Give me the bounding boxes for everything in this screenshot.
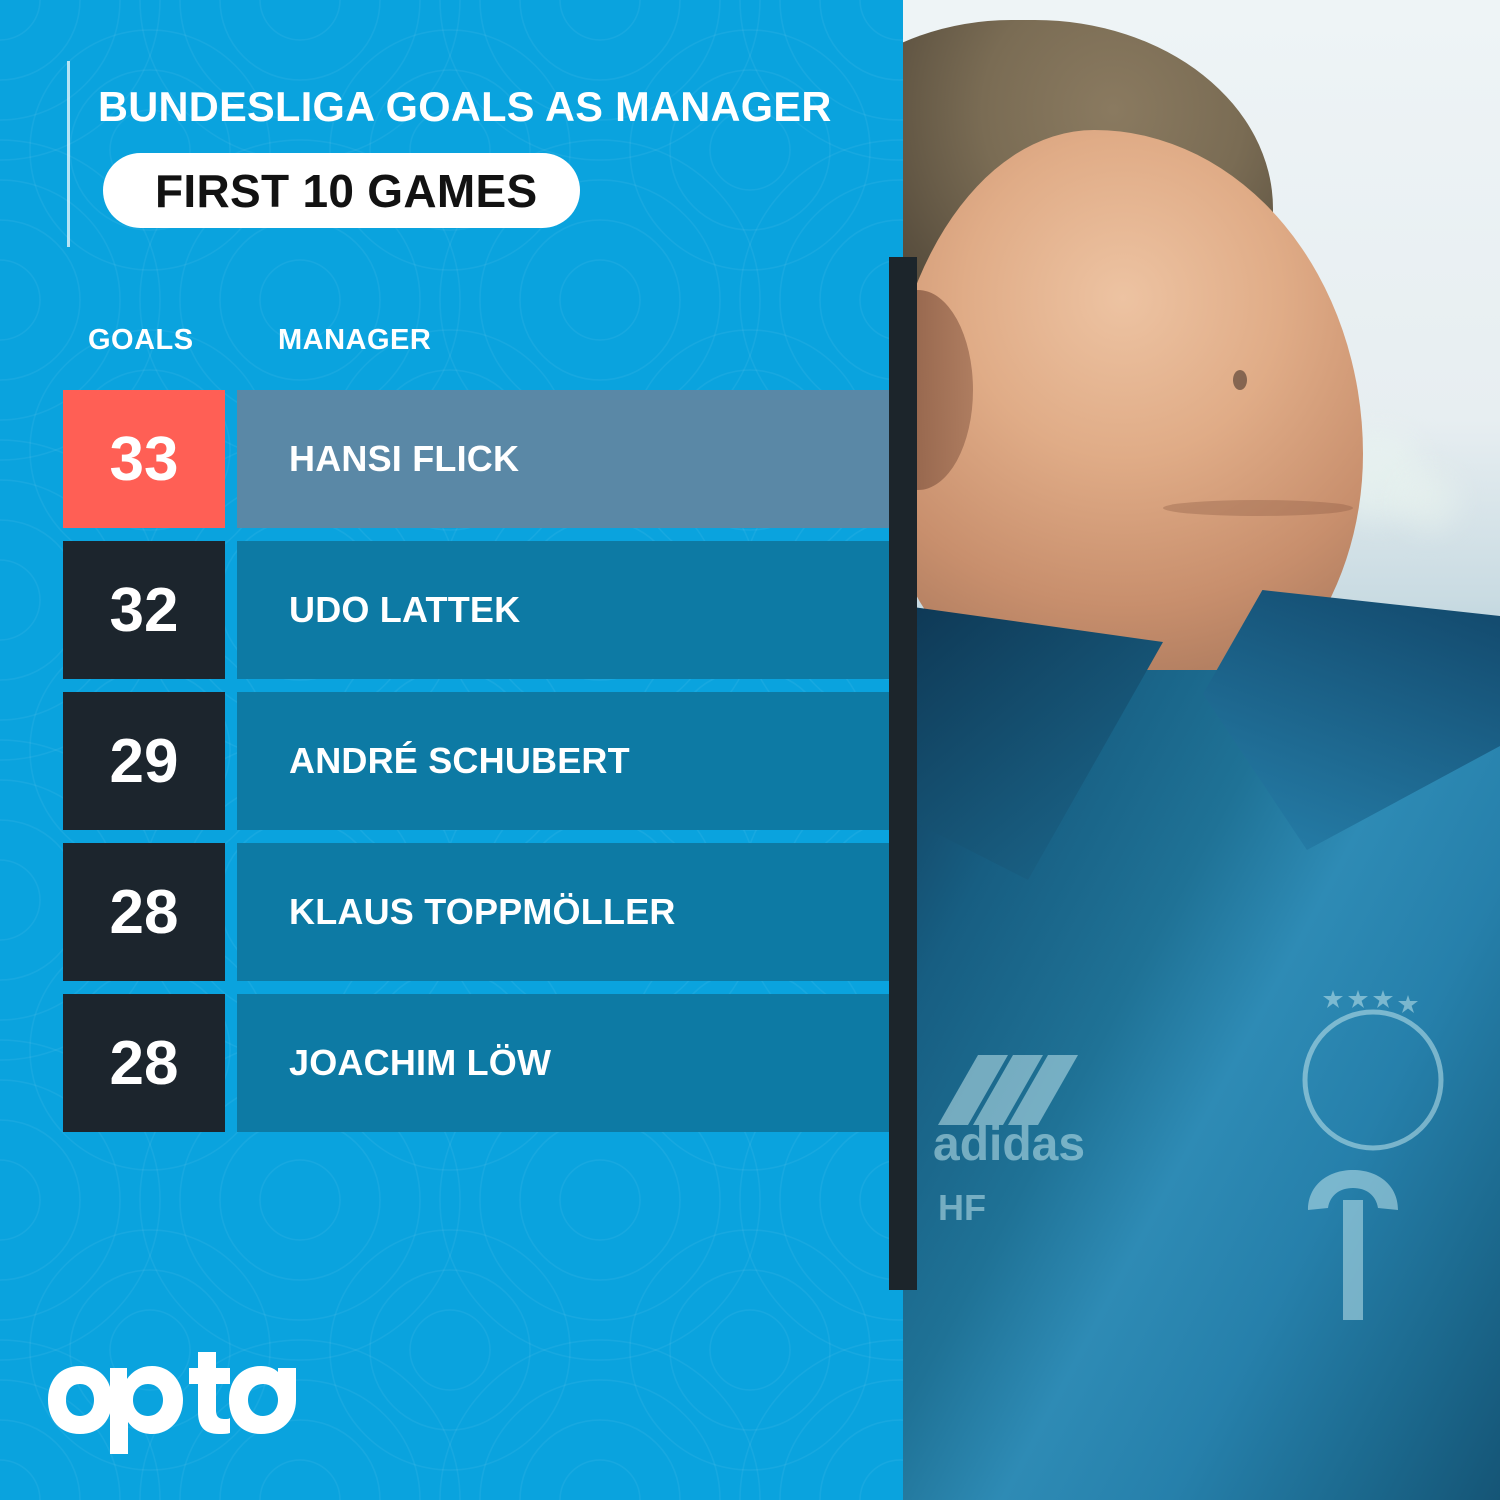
svg-text:adidas: adidas <box>933 1118 1085 1171</box>
svg-text:HF: HF <box>938 1187 986 1228</box>
